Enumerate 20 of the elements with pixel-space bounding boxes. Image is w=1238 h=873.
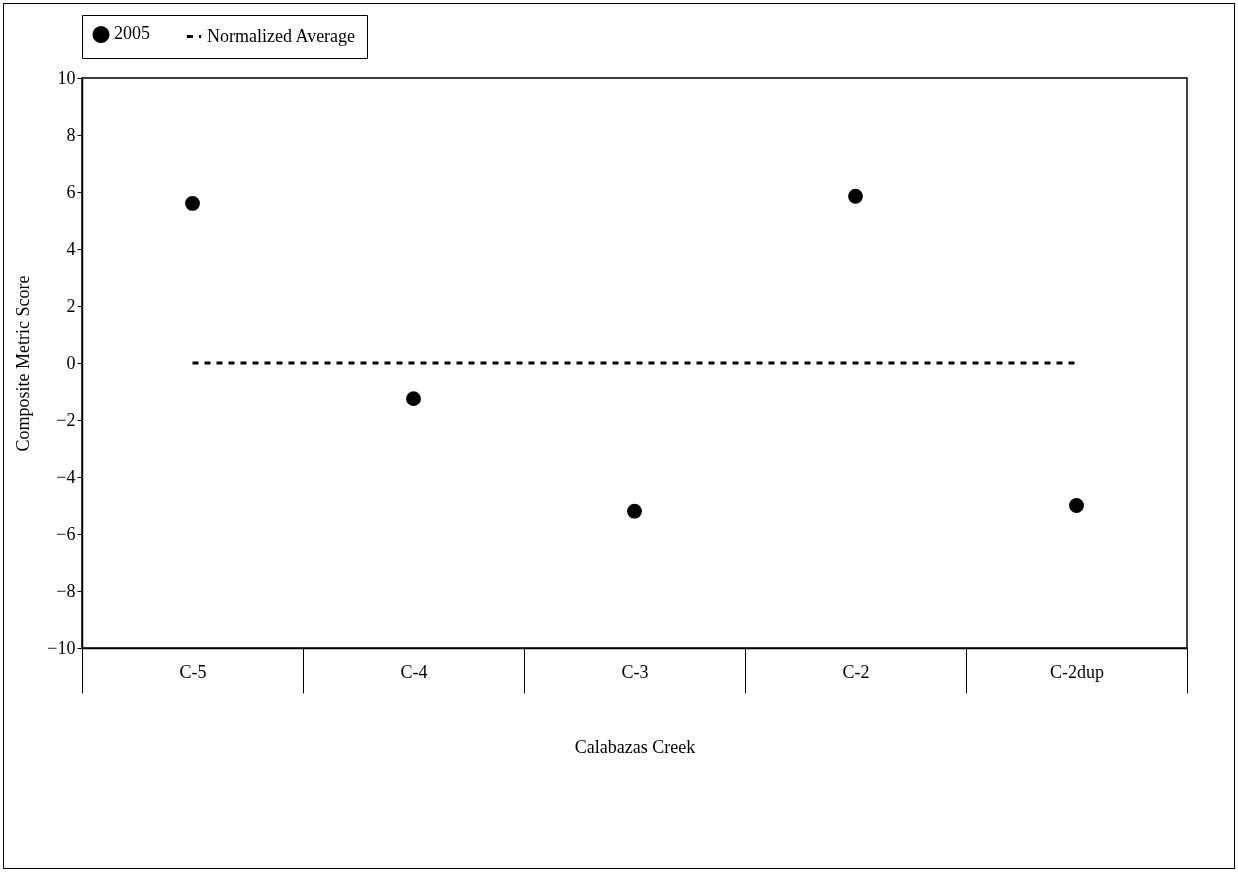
y-tick-label: 6 (66, 181, 76, 202)
y-tick-label: 10 (57, 67, 76, 88)
x-tick-label: C-3 (621, 661, 649, 682)
y-tick-label: 0 (66, 352, 76, 373)
y-axis-title: Composite Metric Score (13, 275, 34, 452)
x-tick-label: C-5 (179, 661, 207, 682)
y-tick-label: 2 (66, 295, 76, 316)
y-tick-label: −6 (56, 523, 76, 544)
y-tick-label: −4 (56, 466, 76, 487)
x-tick-label: C-2 (842, 661, 870, 682)
y-tick-label: −10 (47, 637, 76, 658)
legend-label: 2005 (114, 23, 150, 44)
x-tick-label: C-4 (400, 661, 428, 682)
legend-label: Normalized Average (207, 25, 356, 46)
y-tick-label: 4 (66, 238, 76, 259)
y-tick-label: 8 (66, 124, 76, 145)
x-tick-label: C-2dup (1050, 661, 1104, 682)
y-tick-label: −2 (56, 409, 76, 430)
x-axis-title: Calabazas Creek (574, 737, 696, 757)
y-tick-label: −8 (56, 580, 76, 601)
